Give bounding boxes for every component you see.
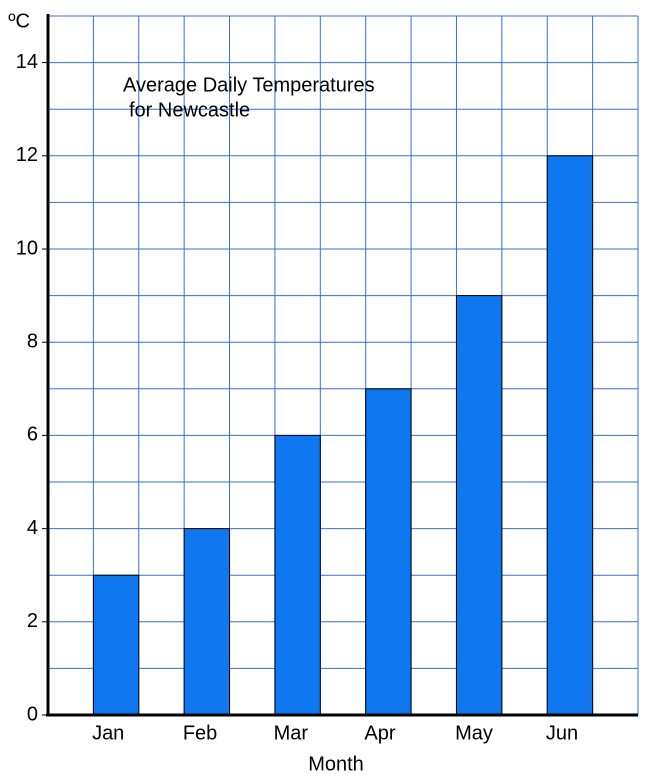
bar: [455, 295, 503, 716]
y-tick-label: 0: [27, 703, 38, 725]
bar: [365, 388, 412, 716]
x-tick-label: May: [455, 722, 493, 744]
y-tick-label: 6: [27, 424, 38, 446]
bar: [183, 528, 231, 716]
bar: [546, 155, 594, 716]
y-tick-label: 2: [27, 610, 38, 632]
x-axis-label: Month: [308, 753, 364, 775]
y-tick-label: 4: [27, 517, 38, 539]
y-tick-label: 8: [27, 330, 38, 352]
bar: [274, 434, 321, 716]
y-tick-label: 10: [16, 237, 38, 259]
x-tick-label: Feb: [183, 722, 217, 744]
x-tick-label: Apr: [364, 722, 395, 744]
y-tick-label: 12: [16, 144, 38, 166]
chart-title: Average Daily Temperatures: [123, 74, 375, 96]
chart-title: for Newcastle: [129, 99, 250, 121]
x-tick-label: Jan: [92, 722, 124, 744]
x-tick-label: Mar: [274, 722, 309, 744]
bar: [92, 574, 140, 716]
y-tick-label: 14: [16, 51, 38, 73]
y-unit: ºC: [8, 10, 30, 32]
x-tick-label: Jun: [546, 722, 578, 744]
